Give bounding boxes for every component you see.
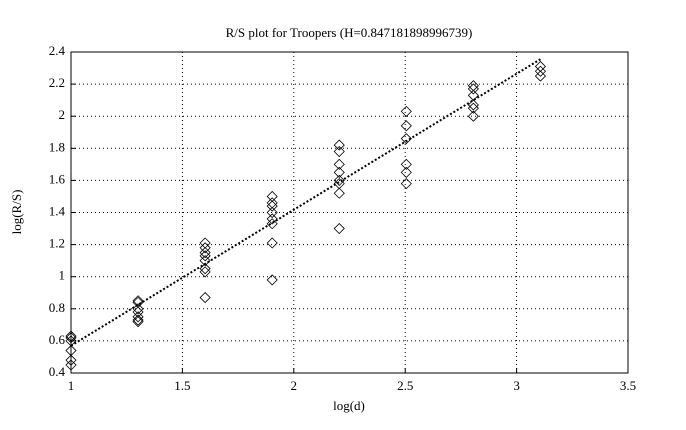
point bbox=[333, 139, 345, 151]
y-tick-label: 1.4 bbox=[49, 203, 66, 218]
y-tick-label: 0.6 bbox=[49, 332, 66, 347]
point bbox=[333, 187, 345, 199]
point bbox=[333, 158, 345, 170]
point bbox=[467, 89, 479, 101]
point bbox=[266, 218, 278, 230]
y-tick-label: 1.6 bbox=[49, 171, 66, 186]
x-tick-label: 1 bbox=[68, 378, 75, 393]
point bbox=[65, 354, 77, 366]
point bbox=[132, 316, 144, 328]
point bbox=[65, 330, 77, 342]
point bbox=[534, 65, 547, 77]
point bbox=[333, 166, 345, 178]
y-tick-label: 1.2 bbox=[49, 236, 65, 251]
point bbox=[333, 145, 345, 158]
point bbox=[400, 158, 412, 170]
point bbox=[400, 166, 412, 178]
point bbox=[467, 83, 479, 95]
y-tick-label: 1 bbox=[59, 268, 66, 283]
y-axis-label: log(R/S) bbox=[9, 190, 24, 235]
point bbox=[199, 250, 211, 262]
point bbox=[199, 291, 211, 304]
plot-frame bbox=[70, 51, 629, 374]
y-tick-label: 2 bbox=[59, 107, 66, 122]
point bbox=[333, 222, 345, 235]
y-tick-label: 2.4 bbox=[49, 43, 66, 58]
point bbox=[65, 359, 77, 371]
chart-title: R/S plot for Troopers (H=0.8471818989967… bbox=[226, 25, 473, 40]
x-axis-label: log(d) bbox=[333, 398, 365, 413]
point bbox=[266, 237, 278, 249]
point bbox=[132, 314, 144, 326]
point bbox=[266, 213, 278, 225]
point bbox=[400, 120, 412, 132]
point bbox=[132, 311, 144, 323]
point bbox=[266, 274, 278, 286]
point bbox=[534, 70, 547, 82]
point bbox=[467, 110, 479, 122]
point bbox=[132, 303, 144, 315]
point bbox=[400, 133, 412, 145]
point bbox=[467, 99, 479, 111]
point bbox=[400, 105, 412, 117]
point bbox=[65, 332, 77, 344]
y-tick-label: 1.8 bbox=[49, 139, 65, 154]
y-tick-label: 0.4 bbox=[49, 364, 66, 379]
point bbox=[467, 102, 479, 114]
point bbox=[266, 206, 278, 219]
y-tick-label: 2.2 bbox=[49, 75, 65, 90]
point bbox=[199, 247, 211, 259]
x-tick-label: 1.5 bbox=[174, 378, 190, 393]
point bbox=[199, 266, 211, 278]
x-tick-label: 2 bbox=[291, 378, 298, 393]
point bbox=[199, 242, 211, 254]
point bbox=[199, 255, 211, 267]
point bbox=[333, 174, 345, 186]
x-tick-label: 3.5 bbox=[620, 378, 636, 393]
x-tick-label: 3 bbox=[513, 378, 520, 393]
x-tick-label: 2.5 bbox=[397, 378, 413, 393]
point bbox=[266, 197, 278, 209]
point bbox=[400, 178, 412, 190]
point bbox=[266, 190, 278, 203]
point bbox=[467, 80, 479, 92]
point bbox=[266, 200, 278, 212]
y-tick-label: 0.8 bbox=[49, 300, 65, 315]
point bbox=[132, 295, 144, 307]
